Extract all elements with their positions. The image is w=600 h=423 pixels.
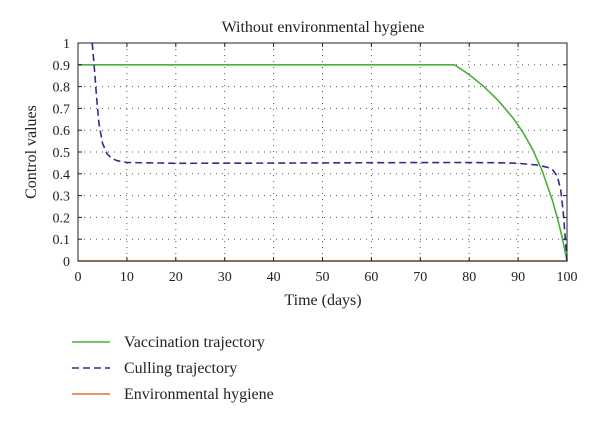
y-tick-label-7: 0.7	[53, 102, 71, 117]
x-tick-label-7: 70	[413, 270, 427, 285]
x-tick-label-4: 40	[267, 270, 281, 285]
y-tick-label-1: 0.1	[53, 233, 71, 248]
series-line-vaccination-trajectory	[78, 64, 568, 262]
x-tick-label-1: 10	[120, 270, 134, 285]
x-tick-label-2: 20	[169, 270, 183, 285]
legend-label-vaccination-trajectory: Vaccination trajectory	[124, 334, 265, 351]
x-tick-label-5: 50	[316, 270, 330, 285]
y-tick-label-8: 0.8	[53, 81, 71, 96]
x-tick-label-8: 80	[462, 270, 476, 285]
x-tick-label-0: 0	[75, 270, 82, 285]
x-tick-label-9: 90	[511, 270, 525, 285]
x-axis-label: Time (days)	[284, 292, 361, 309]
y-tick-label-10: 1	[63, 37, 70, 52]
y-tick-label-9: 0.9	[53, 59, 71, 74]
legend: Vaccination trajectory Culling trajectory…	[72, 334, 274, 403]
x-tick-label-3: 30	[218, 270, 232, 285]
legend-label-environmental-hygiene: Environmental hygiene	[124, 386, 274, 403]
y-axis-ticks: 0 0.1 0.2 0.3 0.4 0.5 0.6 0.7 0.8 0.9 1	[53, 37, 567, 270]
x-tick-label-6: 60	[364, 270, 378, 285]
y-tick-label-2: 0.2	[53, 211, 71, 226]
legend-label-culling-trajectory: Culling trajectory	[124, 360, 237, 377]
x-tick-label-10: 100	[557, 270, 578, 285]
y-tick-label-3: 0.3	[53, 190, 71, 205]
chart-title: Without environmental hygiene	[222, 19, 425, 36]
series-line-culling-trajectory	[91, 42, 568, 262]
y-tick-label-0: 0	[63, 255, 70, 270]
y-tick-label-4: 0.4	[53, 168, 71, 183]
y-tick-label-5: 0.5	[53, 146, 71, 161]
x-axis-ticks: 0 10 20 30 40 50 60 70 80 90 100	[75, 43, 578, 285]
y-axis-label: Control values	[23, 105, 40, 199]
grid	[78, 43, 567, 261]
y-tick-label-6: 0.6	[53, 124, 71, 139]
